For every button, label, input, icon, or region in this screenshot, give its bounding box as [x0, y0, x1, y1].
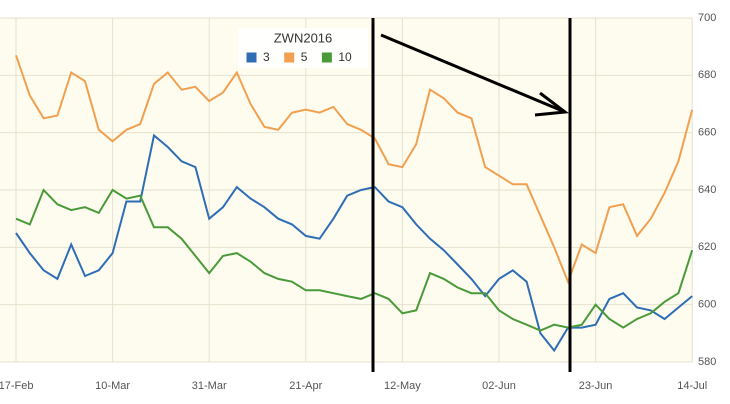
x-tick-label: 21-Apr — [289, 380, 322, 392]
grid — [0, 17, 693, 363]
x-tick-label: 12-May — [384, 380, 421, 392]
y-tick-label: 660 — [698, 127, 716, 139]
x-tick-label: 10-Mar — [95, 380, 130, 392]
x-tick-label: 17-Feb — [0, 380, 33, 392]
legend-title: ZWN2016 — [274, 30, 333, 45]
y-tick-label: 640 — [698, 184, 716, 196]
y-tick-label: 700 — [698, 12, 716, 24]
x-tick-label: 31-Mar — [192, 380, 227, 392]
legend-swatch[interactable] — [283, 51, 296, 64]
y-tick-label: 680 — [698, 69, 716, 81]
legend-label[interactable]: 10 — [338, 50, 352, 64]
x-tick-label: 14-Jul — [677, 380, 707, 392]
legend-label[interactable]: 3 — [263, 50, 270, 64]
series-line — [15, 133, 693, 353]
y-tick-label: 600 — [698, 299, 716, 311]
legend-label[interactable]: 5 — [301, 50, 308, 64]
lines — [15, 54, 694, 353]
x-tick-label: 02-Jun — [482, 380, 516, 392]
series-line — [15, 54, 694, 285]
y-tick-label: 580 — [698, 356, 716, 368]
legend-swatch[interactable] — [320, 51, 333, 64]
legend-box — [238, 28, 368, 68]
annotation-arrowhead — [534, 91, 569, 117]
legend: ZWN2016 3 5 10 — [238, 28, 368, 68]
series-line — [15, 188, 694, 332]
legend-swatch[interactable] — [245, 51, 258, 64]
x-tick-label: 23-Jun — [579, 380, 613, 392]
annotation-arrow — [380, 33, 566, 114]
y-tick-label: 620 — [698, 241, 716, 253]
